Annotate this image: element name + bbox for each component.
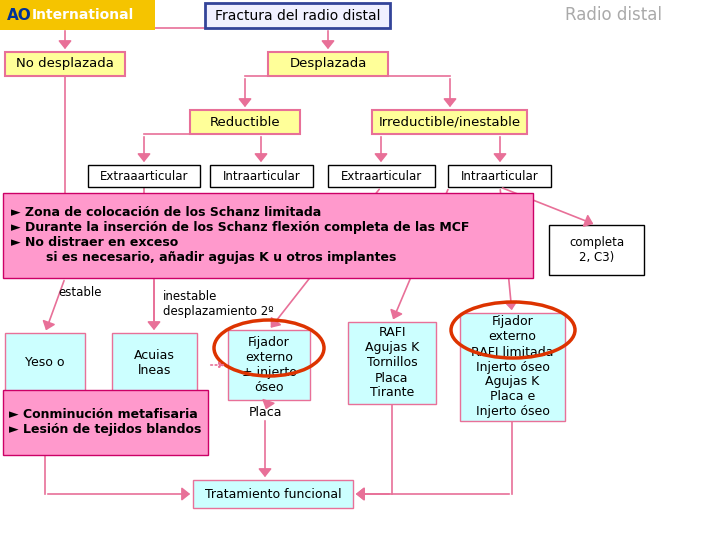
Bar: [268, 52, 388, 76]
Bar: [460, 313, 565, 421]
Bar: [3, 390, 208, 455]
Text: Yeso o: Yeso o: [25, 356, 65, 369]
Text: estable: estable: [58, 287, 102, 300]
Bar: [348, 322, 436, 404]
Text: Extraarticular: Extraarticular: [341, 170, 422, 183]
Bar: [5, 52, 125, 76]
Bar: [205, 3, 390, 28]
Bar: [210, 165, 313, 187]
Bar: [193, 480, 353, 508]
Text: AO: AO: [7, 8, 32, 23]
Bar: [3, 193, 533, 278]
Bar: [228, 330, 310, 400]
Text: Fractura del radio distal: Fractura del radio distal: [215, 9, 380, 23]
Text: Tratamiento funcional: Tratamiento funcional: [204, 488, 341, 501]
Text: Irreductible/inestable: Irreductible/inestable: [379, 116, 521, 129]
Text: Intraarticular: Intraarticular: [222, 170, 300, 183]
Text: ► Zona de colocación de los Schanz limitada
► Durante la inserción de los Schanz: ► Zona de colocación de los Schanz limit…: [11, 206, 469, 265]
Bar: [372, 110, 527, 134]
Text: Placa: Placa: [248, 406, 282, 419]
Bar: [88, 165, 200, 187]
Bar: [112, 333, 197, 393]
Text: Acuias
lneas: Acuias lneas: [134, 349, 175, 377]
Text: Fijador
externo
± injerto
óseo: Fijador externo ± injerto óseo: [242, 336, 297, 394]
Text: Fijador
externo
RAFI limitada
Injerto óseo
Agujas K
Placa e
Injerto óseo: Fijador externo RAFI limitada Injerto ós…: [472, 315, 554, 418]
Text: RAFI
Agujas K
Tornillos
Placa
Tirante: RAFI Agujas K Tornillos Placa Tirante: [365, 327, 419, 400]
Bar: [549, 225, 644, 275]
Text: Reductible: Reductible: [210, 116, 280, 129]
Text: Extraaarticular: Extraaarticular: [100, 170, 188, 183]
Text: inestable
desplazamiento 2º: inestable desplazamiento 2º: [163, 290, 274, 318]
Text: International: International: [32, 8, 134, 22]
Bar: [448, 165, 551, 187]
Text: Intraarticular: Intraarticular: [461, 170, 539, 183]
Text: Radio distal: Radio distal: [565, 6, 662, 24]
Text: completa
2, C3): completa 2, C3): [569, 236, 624, 264]
Text: No desplazada: No desplazada: [16, 57, 114, 71]
Bar: [5, 333, 85, 393]
Bar: [190, 110, 300, 134]
Bar: [0, 0, 155, 30]
Bar: [328, 165, 435, 187]
Text: Desplazada: Desplazada: [289, 57, 366, 71]
Text: ► Conminución metafisaria
► Lesión de tejidos blandos: ► Conminución metafisaria ► Lesión de te…: [9, 408, 202, 436]
